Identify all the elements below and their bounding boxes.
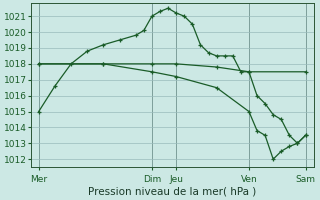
- X-axis label: Pression niveau de la mer( hPa ): Pression niveau de la mer( hPa ): [88, 187, 256, 197]
